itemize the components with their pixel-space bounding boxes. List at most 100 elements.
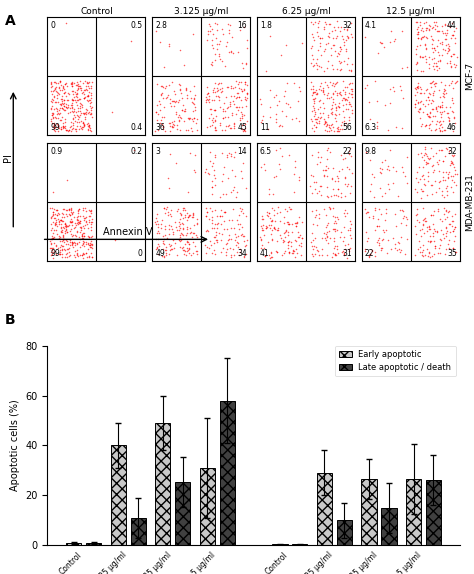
Point	[239, 126, 246, 135]
Point	[63, 205, 71, 215]
Point	[69, 125, 76, 134]
Point	[398, 26, 405, 36]
Point	[230, 186, 237, 195]
Point	[207, 104, 214, 113]
Point	[453, 52, 461, 61]
Point	[78, 124, 86, 133]
Point	[47, 243, 55, 252]
Point	[449, 159, 456, 168]
Point	[431, 82, 439, 91]
Point	[310, 60, 318, 69]
Point	[220, 224, 228, 234]
Point	[68, 95, 76, 104]
Point	[211, 116, 219, 125]
Point	[289, 246, 297, 255]
Point	[366, 115, 374, 124]
Text: PI: PI	[3, 153, 13, 162]
Point	[340, 223, 348, 232]
Point	[432, 102, 439, 111]
Point	[87, 212, 94, 221]
Point	[298, 234, 306, 243]
Bar	[426, 480, 441, 545]
Point	[213, 45, 221, 54]
Point	[312, 122, 319, 131]
Point	[79, 239, 87, 248]
Point	[88, 218, 96, 227]
Point	[321, 204, 328, 214]
Point	[81, 121, 88, 130]
Point	[285, 219, 292, 228]
Point	[85, 232, 92, 242]
Point	[313, 65, 320, 74]
Point	[188, 123, 195, 133]
Point	[346, 79, 354, 88]
Point	[81, 250, 88, 259]
Point	[335, 50, 343, 59]
Point	[412, 50, 420, 59]
Point	[219, 83, 226, 92]
Point	[213, 20, 221, 29]
Point	[202, 92, 210, 102]
Point	[336, 125, 344, 134]
Point	[80, 108, 88, 118]
Point	[448, 222, 456, 231]
Point	[75, 219, 83, 228]
Point	[335, 166, 343, 175]
Point	[63, 240, 70, 249]
Point	[449, 216, 457, 226]
Point	[68, 102, 76, 111]
Point	[203, 208, 211, 217]
Point	[425, 249, 433, 258]
Point	[224, 173, 232, 183]
Point	[274, 223, 282, 232]
Point	[211, 250, 219, 259]
Point	[74, 218, 82, 227]
Point	[347, 90, 355, 99]
Point	[370, 193, 377, 202]
Point	[331, 110, 339, 119]
Point	[57, 94, 65, 103]
Point	[402, 213, 410, 222]
Point	[173, 107, 180, 117]
Point	[413, 24, 421, 33]
Point	[202, 248, 210, 257]
Point	[340, 117, 348, 126]
Point	[419, 251, 427, 261]
Text: 41: 41	[260, 249, 270, 258]
Point	[221, 208, 228, 217]
Point	[309, 250, 316, 259]
Point	[46, 243, 54, 252]
Point	[51, 77, 59, 87]
Point	[73, 78, 81, 87]
Point	[47, 238, 55, 247]
Point	[421, 180, 428, 189]
Point	[327, 192, 335, 201]
Point	[48, 98, 55, 107]
Point	[58, 92, 66, 101]
Point	[311, 234, 319, 243]
Point	[238, 110, 246, 119]
Point	[223, 245, 230, 254]
Point	[211, 123, 219, 133]
Point	[76, 234, 84, 243]
Point	[242, 184, 249, 193]
Point	[159, 238, 167, 247]
Point	[258, 214, 266, 223]
Point	[164, 173, 172, 183]
Point	[84, 97, 92, 106]
Point	[73, 91, 80, 100]
Point	[325, 83, 332, 92]
Point	[261, 244, 268, 253]
Point	[208, 176, 216, 185]
Point	[237, 107, 245, 117]
Point	[240, 110, 247, 119]
Point	[329, 211, 337, 220]
Point	[68, 204, 75, 213]
Point	[437, 249, 444, 258]
Point	[224, 19, 231, 28]
Point	[59, 82, 66, 91]
Point	[238, 121, 246, 130]
Point	[167, 118, 174, 127]
Point	[437, 110, 445, 119]
Point	[49, 210, 56, 219]
